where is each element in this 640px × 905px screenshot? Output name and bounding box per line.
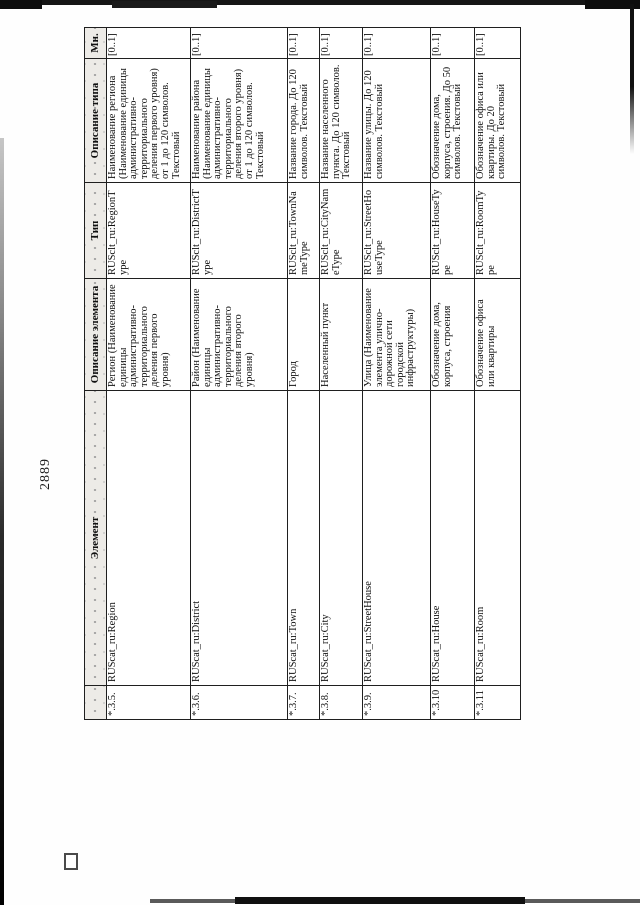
table-row-room: *.3.11 RUScat_ru:Room Обозначение офиса … [474,27,521,720]
multiplicity-cell: [0..1] [362,27,431,59]
address-elements-table: Элемент Описание элемента Тип Описание т… [84,27,521,720]
table-row-region: *.3.5. RUScat_ru:Region Регион (Наименов… [106,27,191,720]
page-frame-top-left-blob [0,0,42,9]
type-desc-cell: Название города. До 120 символов. Тексто… [287,58,320,183]
table-row-district: *.3.6. RUScat_ru:District Район (Наимено… [190,27,288,720]
table-row-house: *.3.10 RUScat_ru:House Обозначение дома,… [430,27,475,720]
page-frame-top-mid-blob [112,1,217,8]
row-num-cell: *.3.6. [190,685,288,720]
multiplicity-cell: [0..1] [474,27,521,59]
page-frame-left [0,138,4,905]
element-name-cell: RUScat_ru:Town [287,390,320,686]
type-desc-cell: Обозначение офиса или квартиры. До 20 си… [474,58,521,183]
scan-artifact-square [64,853,78,870]
multiplicity-cell: [0..1] [430,27,475,59]
page-frame-right [630,4,634,154]
type-desc-cell: Наименование района (Наименование единиц… [190,58,288,183]
type-cell: RUSclt_ru:DistrictType [190,182,288,279]
row-num-cell: *.3.9. [362,685,431,720]
element-desc-cell: Обозначение дома, корпуса, строения [430,278,475,391]
page-frame-top-right-blob [585,0,640,9]
table-row-streethouse: *.3.9. RUScat_ru:StreetHouse Улица (Наим… [362,27,431,720]
header-cell-element-desc: Описание элемента [84,278,107,391]
element-name-cell: RUScat_ru:Room [474,390,521,686]
element-desc-cell: Район (Наименование единицы администрати… [190,278,288,391]
rotated-table-wrap: Элемент Описание элемента Тип Описание т… [84,27,522,722]
header-cell-type-desc: Описание типа [84,58,107,183]
type-cell: RUSclt_ru:CityNameType [319,182,363,279]
page-frame-bottom-dark-segment [235,897,525,904]
element-name-cell: RUScat_ru:District [190,390,288,686]
element-desc-cell: Город [287,278,320,391]
page-frame-top [0,0,640,5]
row-num-cell: *.3.7. [287,685,320,720]
row-num-cell: *.3.10 [430,685,475,720]
type-desc-cell: Обозначение дома, корпуса, строения. До … [430,58,475,183]
multiplicity-cell: [0..1] [287,27,320,59]
multiplicity-cell: [0..1] [106,27,191,59]
row-num-cell: *.3.11 [474,685,521,720]
header-cell-num [84,685,107,720]
multiplicity-cell: [0..1] [319,27,363,59]
header-cell-type: Тип [84,182,107,279]
type-cell: RUSclt_ru:StreetHouseType [362,182,431,279]
element-desc-cell: Регион (Наименование единицы администрат… [106,278,191,391]
element-name-cell: RUScat_ru:StreetHouse [362,390,431,686]
table-row-city: *.3.8. RUScat_ru:City Населенный пункт R… [319,27,363,720]
element-name-cell: RUScat_ru:Region [106,390,191,686]
type-desc-cell: Наименование региона (Наименование едини… [106,58,191,183]
type-cell: RUSclt_ru:HouseType [430,182,475,279]
element-desc-cell: Улица (Наименование элемента улично-доро… [362,278,431,391]
header-cell-element: Элемент [84,390,107,686]
multiplicity-cell: [0..1] [190,27,288,59]
type-cell: RUSclt_ru:RoomType [474,182,521,279]
element-desc-cell: Обозначение офиса или квартиры [474,278,521,391]
row-num-cell: *.3.5. [106,685,191,720]
element-name-cell: RUScat_ru:House [430,390,475,686]
page-number: 2889 [38,458,53,490]
table-row-town: *.3.7. RUScat_ru:Town Город RUSclt_ru:To… [287,27,320,720]
type-cell: RUSclt_ru:RegionType [106,182,191,279]
element-desc-cell: Населенный пункт [319,278,363,391]
header-cell-mult: Мн. [84,27,107,59]
element-name-cell: RUScat_ru:City [319,390,363,686]
type-cell: RUSclt_ru:TownNameType [287,182,320,279]
table-header-row: Элемент Описание элемента Тип Описание т… [84,27,107,720]
page-number-wrap: 2889 [38,444,56,490]
type-desc-cell: Название населенного пункта. До 120 симв… [319,58,363,183]
type-desc-cell: Название улицы. До 120 символов. Текстов… [362,58,431,183]
row-num-cell: *.3.8. [319,685,363,720]
